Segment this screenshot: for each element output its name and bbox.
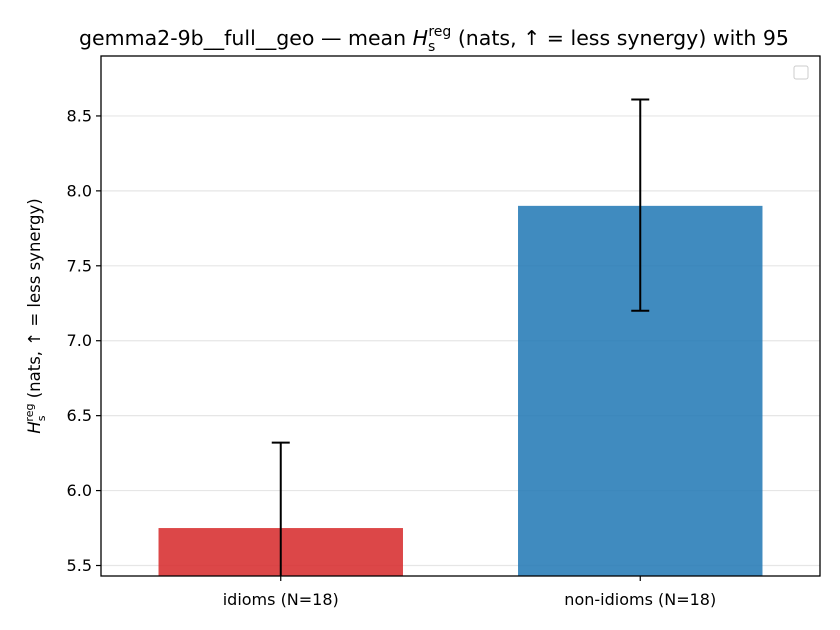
y-axis: 5.5 6.0 6.5 7.0 7.5 8.0 8.5 bbox=[67, 106, 101, 575]
ylabel-suffix: (nats, ↑ = less synergy) bbox=[25, 198, 44, 403]
title-prefix: gemma2-9b__full__geo — mean bbox=[79, 26, 413, 51]
ylabel-symbol: H bbox=[25, 421, 44, 433]
y-tick-label: 6.0 bbox=[67, 481, 92, 500]
ylabel-subscript: s bbox=[35, 415, 48, 421]
x-tick-label: non-idioms (N=18) bbox=[564, 590, 716, 609]
title-symbol: H bbox=[413, 26, 428, 50]
y-tick-label: 8.0 bbox=[67, 181, 92, 200]
ylabel-superscript: reg bbox=[23, 404, 36, 422]
y-tick-label: 8.5 bbox=[67, 106, 92, 125]
y-tick-label: 6.5 bbox=[67, 406, 92, 425]
y-tick-label: 7.0 bbox=[67, 331, 92, 350]
title-suffix: (nats, ↑ = less synergy) with 95 bbox=[451, 26, 789, 50]
legend-box bbox=[793, 65, 809, 80]
grid-layer bbox=[101, 115, 820, 567]
x-tick-label: idioms (N=18) bbox=[223, 590, 339, 609]
title-subscript: s bbox=[428, 39, 435, 55]
x-axis: idioms (N=18) non-idioms (N=18) bbox=[223, 576, 716, 609]
errorbar-layer bbox=[271, 98, 650, 576]
y-tick-label: 7.5 bbox=[67, 256, 92, 275]
title-superscript: reg bbox=[428, 24, 451, 40]
plot-area-frame bbox=[100, 55, 821, 577]
chart-title: gemma2-9b__full__geo — mean Hsreg (nats,… bbox=[79, 24, 789, 55]
y-axis-label: Hsreg (nats, ↑ = less synergy) bbox=[23, 198, 48, 433]
bar-layer bbox=[158, 205, 763, 577]
y-tick-label: 5.5 bbox=[67, 556, 92, 575]
